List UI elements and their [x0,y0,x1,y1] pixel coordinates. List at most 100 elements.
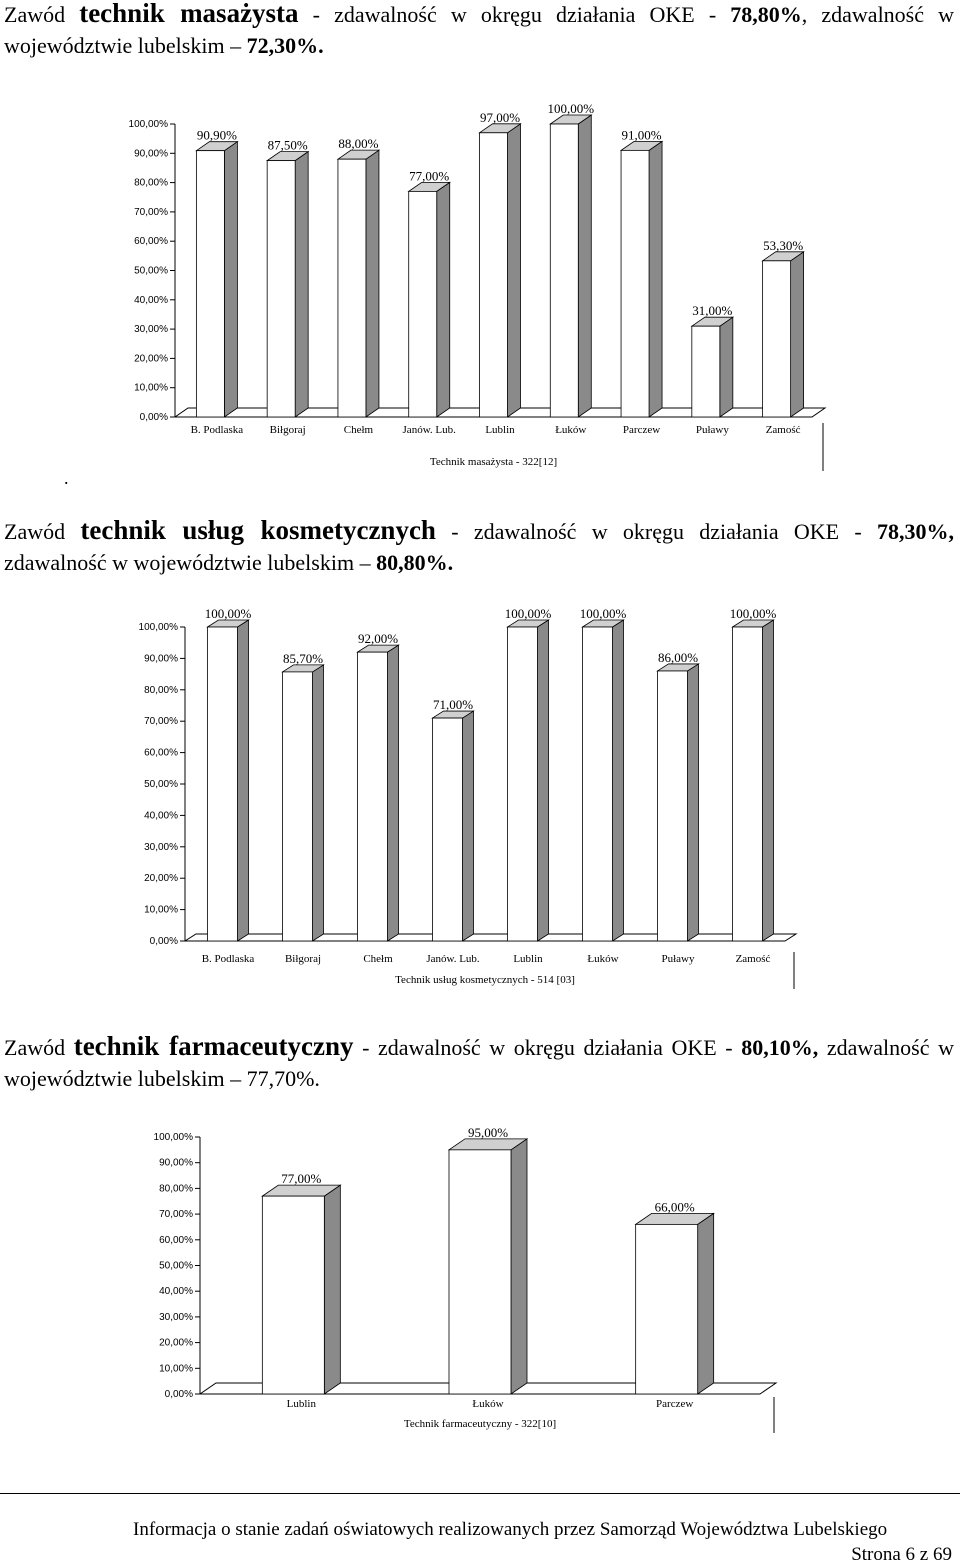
heading-part: Zawód [4,2,80,27]
heading-part: - zdawalność w okręgu działania OKE - [435,519,877,544]
bar-side [223,140,238,418]
bar [432,717,463,942]
bar [507,626,538,942]
y-tick-label: 60,00% [159,1235,193,1246]
y-tick-label: 20,00% [134,353,168,364]
heading-part: zdawalność w województwie lubelskim – 77… [4,1035,954,1091]
note: . [64,468,69,488]
heading-part: 78,80% [730,2,802,27]
heading-part: 78,30%, [877,519,954,544]
bar [635,1223,699,1395]
bar-side [687,663,699,942]
value-label: 77,00% [409,168,449,183]
y-tick-label: 100,00% [154,1132,194,1143]
y-tick-label: 20,00% [159,1338,193,1349]
heading: Zawód technik farmaceutyczny - zdawalnoś… [4,1031,954,1094]
bar [337,158,367,418]
x-tick-label: Lublin [287,1398,317,1410]
x-axis-title: Technik farmaceutyczny - 322[10] [404,1418,556,1430]
bar-side [294,150,309,418]
value-label: 86,00% [658,650,698,665]
x-tick-label: Puławy [662,953,696,965]
bar-side [237,619,249,942]
y-tick-label: 50,00% [134,266,168,277]
bar-side [648,140,663,418]
y-tick-label: 10,00% [159,1363,193,1374]
bar-side [537,619,549,942]
value-label: 100,00% [730,606,777,621]
y-tick-label: 100,00% [129,119,169,130]
heading-part: Zawód [4,519,81,544]
bar-side [462,710,474,942]
y-tick-label: 0,00% [165,1389,193,1400]
y-tick-label: 70,00% [144,716,178,727]
x-tick-label: Parczew [656,1398,693,1410]
footer-text: Informacja o stanie zadań oświatowych re… [133,1519,888,1540]
value-label: 87,50% [268,138,308,153]
x-tick-label: B. Podlaska [202,953,255,965]
heading-part: technik farmaceutyczny [73,1031,354,1061]
x-tick-label: Łuków [472,1398,503,1410]
y-tick-label: 70,00% [159,1209,193,1220]
footer-rule [0,1493,960,1494]
bar-side [323,1184,341,1395]
bar [195,150,225,418]
bar [479,132,508,418]
bar-side [365,149,380,418]
value-label: 100,00% [205,606,252,621]
y-tick-label: 80,00% [159,1183,193,1194]
heading-part: - zdawalność w okręgu działania OKE - [298,2,731,27]
bar-side [312,664,324,942]
heading-part: 72,30%. [246,33,324,58]
bar [732,626,763,942]
value-label: 91,00% [622,127,662,142]
x-tick-label: Zamość [736,953,771,965]
bar-side [790,251,805,418]
value-label: 31,00% [692,303,732,318]
y-tick-label: 80,00% [134,178,168,189]
y-tick-label: 80,00% [144,685,178,696]
chart: 0,00% 10,00% 20,00% 30,00% 40,00% 50,00% 60,00… [139,606,798,989]
heading-part: zdawalność w województwie lubelskim – [4,550,377,575]
x-tick-label: Janów. Lub. [403,424,457,436]
heading-part: 80,10%, [741,1035,819,1060]
y-tick-label: 0,00% [140,412,168,423]
x-tick-label: Łuków [587,953,618,965]
bar-side [577,114,592,418]
x-tick-label: B. Podlaska [191,424,244,436]
chart: 0,00% 10,00% 20,00% 30,00% 40,00% 50,00% 60,00… [154,1125,778,1433]
bar-side [719,316,734,418]
x-tick-label: Chełm [344,424,374,436]
y-tick-label: 60,00% [134,236,168,247]
bar [408,190,438,418]
x-tick-label: Biłgoraj [270,424,306,436]
bar [620,149,650,418]
x-tick-label: Lublin [513,953,543,965]
value-label: 100,00% [580,606,627,621]
y-tick-label: 40,00% [134,295,168,306]
y-tick-label: 90,00% [144,653,178,664]
value-label: 100,00% [547,101,594,116]
heading-part: Zawód [4,1035,74,1060]
y-tick-label: 100,00% [139,622,179,633]
chart: 0,00% 10,00% 20,00% 30,00% 40,00% 50,00% 60,00… [129,101,827,471]
x-axis-title: Technik usług kosmetycznych - 514 [03] [395,974,575,986]
bar-side [387,644,399,942]
value-label: 53,30% [763,238,803,253]
bar-side [436,181,451,418]
bar [357,651,388,942]
x-tick-label: Puławy [696,424,730,436]
x-tick-label: Janów. Lub. [426,953,480,965]
x-tick-label: Lublin [485,424,515,436]
value-label: 85,70% [283,651,323,666]
x-tick-label: Parczew [623,424,660,436]
x-tick-label: Zamość [766,424,801,436]
x-tick-label: Biłgoraj [285,953,321,965]
y-tick-label: 30,00% [134,324,168,335]
bar-side [697,1212,715,1395]
page-number: Strona 6 z 69 [851,1544,952,1565]
y-tick-label: 30,00% [159,1312,193,1323]
y-tick-label: 0,00% [150,936,178,947]
heading: Zawód technik masażysta - zdawalność w o… [4,0,954,61]
